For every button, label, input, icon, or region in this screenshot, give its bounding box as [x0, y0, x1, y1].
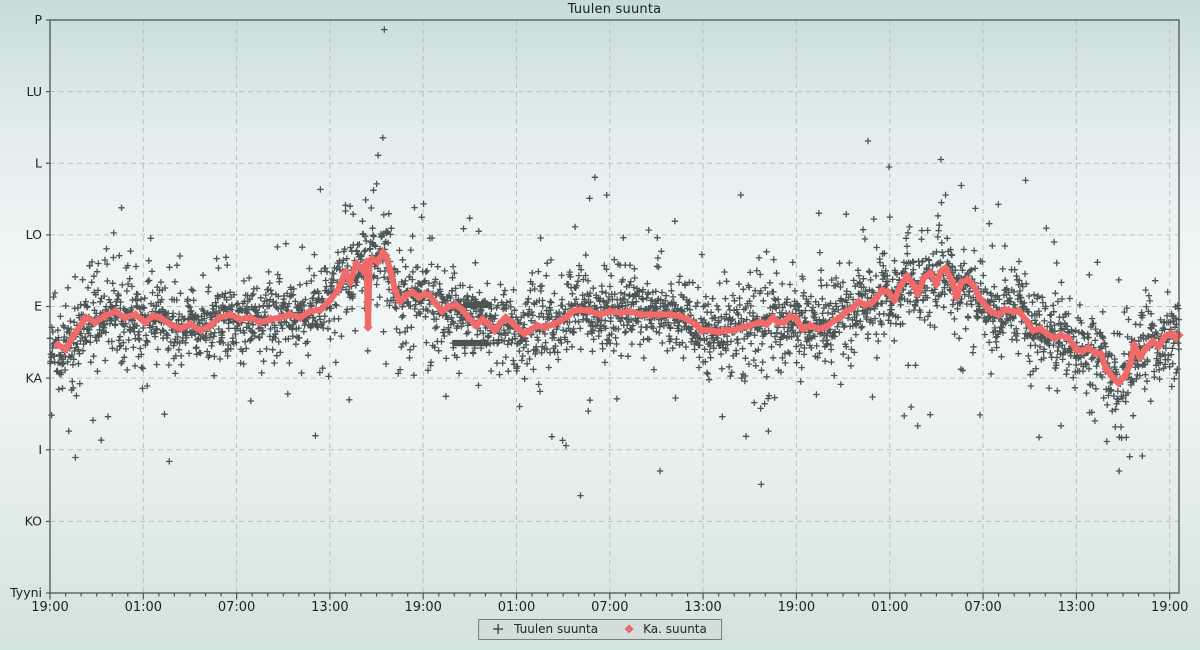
x-axis-ticks — [49, 593, 1171, 600]
x-tick-label: 07:00 — [591, 600, 628, 615]
legend-label: Ka. suunta — [643, 622, 707, 636]
y-axis-labels: Tyyni KO I KA E LO L LU P — [9, 12, 42, 600]
h-gridlines — [50, 91, 1179, 522]
y-tick-label: I — [38, 442, 42, 457]
y-tick-label: KA — [25, 370, 42, 385]
y-tick-label: L — [35, 155, 42, 170]
x-tick-label: 01:00 — [125, 600, 162, 615]
legend-item-ka-suunta: Ka. suunta — [624, 622, 707, 636]
x-tick-label: 07:00 — [218, 600, 255, 615]
y-tick-label: LO — [26, 227, 43, 242]
x-tick-label: 19:00 — [404, 600, 441, 615]
x-tick-label: 19:00 — [31, 600, 68, 615]
plus-marker-icon — [493, 624, 504, 634]
chart-legend: Tuulen suunta Ka. suunta — [478, 619, 722, 640]
x-tick-label: 19:00 — [1151, 600, 1188, 615]
scatter-series-tuulen-suunta — [46, 26, 1183, 499]
y-tick-label: Tyyni — [9, 585, 42, 600]
legend-item-tuulen-suunta: Tuulen suunta — [491, 622, 598, 636]
x-axis-labels: 19:00 01:00 07:00 13:00 19:00 01:00 07:00 13:00… — [31, 600, 1188, 615]
diamond-marker-icon — [624, 624, 634, 634]
x-tick-label: 01:00 — [498, 600, 535, 615]
y-tick-label: KO — [25, 514, 43, 529]
x-tick-label: 13:00 — [684, 600, 721, 615]
x-tick-label: 13:00 — [311, 600, 348, 615]
x-tick-label: 01:00 — [871, 600, 908, 615]
y-tick-label: LU — [27, 84, 43, 99]
x-tick-label: 19:00 — [778, 600, 815, 615]
x-tick-label: 07:00 — [964, 600, 1001, 615]
y-tick-label: P — [34, 12, 42, 27]
y-axis-ticks — [46, 19, 50, 594]
v-gridlines — [142, 20, 1171, 593]
legend-label: Tuulen suunta — [514, 622, 599, 636]
y-tick-label: E — [34, 299, 42, 314]
x-tick-label: 13:00 — [1058, 600, 1095, 615]
chart-title: Tuulen suunta — [567, 2, 662, 17]
average-diamonds — [53, 247, 1184, 388]
